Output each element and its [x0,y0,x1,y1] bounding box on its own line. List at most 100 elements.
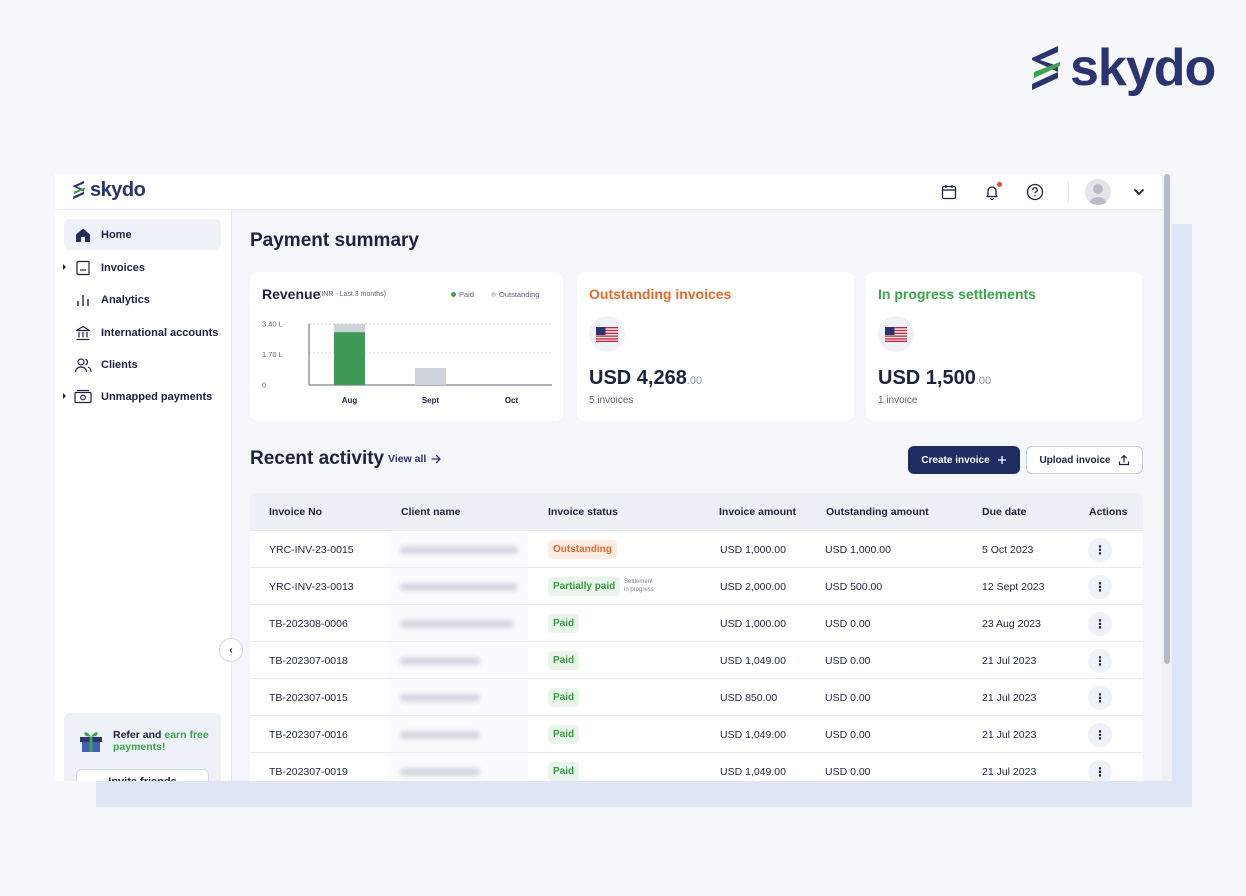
due-date: 21 Jul 2023 [982,766,1037,778]
skydo-logo-mark [73,180,85,200]
due-date: 21 Jul 2023 [982,655,1037,667]
redacted-bar [400,546,518,554]
table-row[interactable]: TB-202308-0006 Paid USD 1,000.00 USD 0.00 23… [250,604,1143,642]
outstanding-amount: USD 0.00 [825,618,871,630]
invoice-number[interactable]: YRC-INV-23-0015 [269,544,354,556]
due-date: 5 Oct 2023 [982,544,1034,556]
invoice-number[interactable]: YRC-INV-23-0013 [269,581,354,593]
table-row[interactable]: YRC-INV-23-0015 Outstanding USD 1,000.00 US… [250,530,1143,568]
us-flag-icon [589,316,625,352]
due-date: 12 Sept 2023 [982,581,1045,593]
sidebar-item-international-accounts[interactable]: International accounts [64,317,221,348]
due-date: 21 Jul 2023 [982,729,1037,741]
table-row[interactable]: TB-202307-0018 Paid USD 1,049.00 USD 0.00 21… [250,641,1143,679]
status-badge: Partially paid [548,577,621,596]
app-window: skydo Home [55,174,1172,781]
outstanding-amount: USD 0.00 [825,766,871,778]
row-actions-menu-icon[interactable]: ⋮ [1088,723,1112,747]
expand-caret-icon[interactable] [63,393,66,399]
status-badge: Paid [548,688,580,707]
in-progress-title: In progress settlements [878,286,1036,302]
collapse-sidebar-button[interactable]: ‹ [219,638,243,662]
settlement-note-line: Settlement [624,579,653,585]
invoice-amount: USD 1,049.00 [720,655,786,667]
due-date: 23 Aug 2023 [982,618,1041,630]
top-bar: skydo [55,174,1172,210]
recent-activity-title: Recent activity [250,448,385,469]
column-header: Client name [401,506,461,518]
cents: .00 [686,375,703,387]
notification-dot [997,182,1002,187]
topbar-divider [1068,181,1069,203]
topbar-actions [921,177,1154,207]
invoice-number[interactable]: TB-202307-0015 [269,692,348,704]
brand-logo-small[interactable]: skydo [71,179,146,201]
invoice-number[interactable]: TB-202307-0018 [269,655,348,667]
redacted-bar [400,731,480,739]
x-tick-label: Sept [422,396,440,405]
calendar-icon[interactable] [934,177,964,207]
table-row[interactable]: TB-202307-0015 Paid USD 850.00 USD 0.00 21 J… [250,678,1143,716]
column-header: Invoice amount [719,506,797,518]
row-actions-menu-icon[interactable]: ⋮ [1088,760,1112,781]
invoice-amount: USD 1,000.00 [720,618,786,630]
expand-caret-icon[interactable] [63,264,66,270]
main-content: Payment summary Revenue (INR - Last 3 mo… [232,210,1162,781]
avatar[interactable] [1085,179,1111,205]
table-header: Invoice No Client name Invoice status In… [250,493,1143,530]
sidebar-item-invoices[interactable]: Invoices [63,252,221,283]
outstanding-invoices-card[interactable]: Outstanding invoices USD 4,268.00 5 invo… [577,272,854,421]
invoice-number[interactable]: TB-202308-0006 [269,618,348,630]
help-icon[interactable] [1020,177,1050,207]
y-tick-label: 0 [262,381,266,390]
bar-outstanding-aug[interactable] [334,324,365,333]
sidebar: Home Invoices Analytics International ac… [55,210,232,781]
brand-logo-large: skydo [1028,39,1216,97]
brand-wordmark: skydo [90,179,146,201]
page-title: Payment summary [250,230,419,251]
scrollbar-thumb[interactable] [1164,174,1170,664]
x-tick-label: Aug [342,396,358,405]
table-row[interactable]: TB-202307-0016 Paid USD 1,049.00 USD 0.00 21… [250,715,1143,753]
sidebar-item-clients[interactable]: Clients [64,349,221,380]
invoice-number[interactable]: TB-202307-0019 [269,766,348,778]
bar-paid-aug[interactable] [334,332,365,385]
table-row[interactable]: YRC-INV-23-0013 Partially paid Settlement i… [250,567,1143,605]
view-all-link[interactable]: View all [388,453,441,465]
create-invoice-button[interactable]: Create invoice [908,446,1020,474]
outstanding-title: Outstanding invoices [589,286,732,302]
in-progress-amount: USD 1,500.00 [878,367,991,390]
table-row[interactable]: TB-202307-0019 Paid USD 1,049.00 USD 0.00 21… [250,752,1143,781]
amount: 1,500 [925,367,976,389]
amount: 4,268 [636,367,687,389]
brand-wordmark: skydo [1070,39,1216,97]
row-actions-menu-icon[interactable]: ⋮ [1088,538,1112,562]
settlement-note-line: in progress [624,587,654,593]
outstanding-amount: USD 0.00 [825,692,871,704]
invite-friends-button[interactable]: Invite friends [76,769,209,781]
scrollbar[interactable] [1162,174,1172,781]
upload-invoice-label: Upload invoice [1039,454,1111,466]
sidebar-item-analytics[interactable]: Analytics [64,284,221,315]
in-progress-settlements-card[interactable]: In progress settlements USD 1,500.00 1 i… [866,272,1142,421]
bell-icon[interactable] [977,177,1007,207]
row-actions-menu-icon[interactable]: ⋮ [1088,612,1112,636]
row-actions-menu-icon[interactable]: ⋮ [1088,575,1112,599]
row-actions-menu-icon[interactable]: ⋮ [1088,686,1112,710]
sidebar-item-label: Analytics [101,293,150,306]
invoice-number[interactable]: TB-202307-0016 [269,729,348,741]
outstanding-amount: USD 4,268.00 [589,367,702,390]
sidebar-item-home[interactable]: Home [64,219,221,250]
status-badge: Paid [548,614,580,633]
chevron-down-icon[interactable] [1124,177,1154,207]
upload-invoice-button[interactable]: Upload invoice [1026,446,1143,474]
row-actions-menu-icon[interactable]: ⋮ [1088,649,1112,673]
chevron-left-icon: ‹ [229,644,233,656]
legend-paid-dot [451,292,456,297]
redacted-bar [400,583,518,591]
column-header: Invoice No [269,506,323,518]
status-badge: Paid [548,651,580,670]
arrow-right-icon [431,454,441,464]
bar-outstanding-sept[interactable] [415,367,446,385]
sidebar-item-unmapped-payments[interactable]: Unmapped payments [63,381,221,412]
